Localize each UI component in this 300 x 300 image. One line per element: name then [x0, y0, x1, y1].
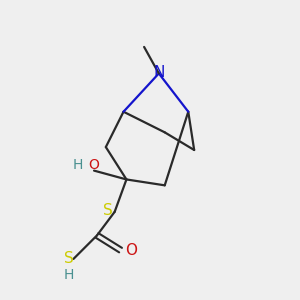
- Text: O: O: [125, 243, 137, 258]
- Text: O: O: [88, 158, 99, 172]
- Text: H: H: [73, 158, 83, 172]
- Text: S: S: [103, 203, 113, 218]
- Text: S: S: [64, 251, 74, 266]
- Text: H: H: [64, 268, 74, 282]
- Text: N: N: [154, 65, 165, 80]
